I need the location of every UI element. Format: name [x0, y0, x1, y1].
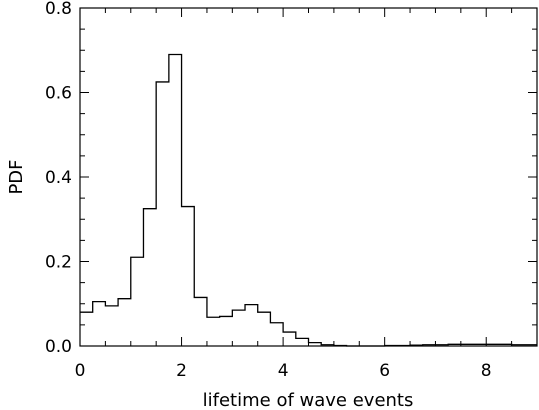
x-tick-label: 0	[75, 361, 86, 381]
y-tick-label: 0.4	[45, 168, 72, 188]
y-tick-label: 0.2	[45, 253, 72, 273]
x-tick-label: 2	[176, 361, 187, 381]
y-tick-label: 0.6	[45, 84, 72, 104]
histogram-step-line	[80, 53, 537, 347]
x-tick-label: 8	[481, 361, 492, 381]
plot-frame	[79, 7, 538, 347]
x-axis-label: lifetime of wave events	[203, 390, 414, 410]
x-axis-ticks: 0 2 4 6 8	[75, 8, 538, 381]
y-tick-label: 0.0	[45, 337, 72, 357]
x-tick-label: 6	[379, 361, 390, 381]
y-axis-ticks: 0.0 0.2 0.4 0.6 0.8	[45, 0, 537, 357]
x-tick-label: 4	[278, 361, 289, 381]
y-axis-label: PDF	[6, 159, 27, 194]
y-tick-label: 0.8	[45, 0, 72, 19]
